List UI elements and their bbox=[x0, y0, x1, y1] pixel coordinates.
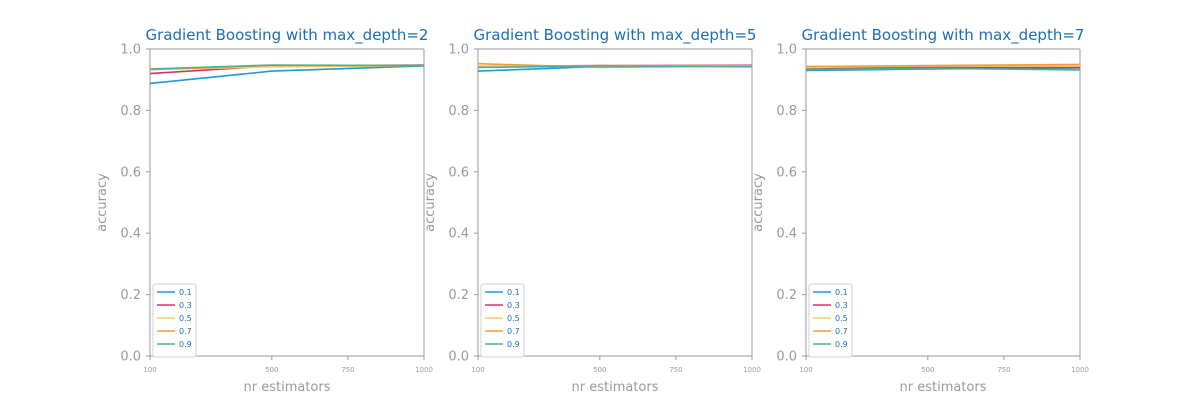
chart-title: Gradient Boosting with max_depth=5 bbox=[474, 26, 757, 45]
y-tick-label: 0.0 bbox=[120, 350, 141, 365]
y-tick-label: 0.8 bbox=[120, 104, 141, 119]
y-tick-label: 1.0 bbox=[448, 43, 469, 58]
x-tick-label: 100 bbox=[143, 366, 156, 374]
y-tick-label: 0.0 bbox=[448, 350, 469, 365]
legend-label: 0.7 bbox=[179, 327, 192, 336]
legend-label: 0.7 bbox=[835, 327, 848, 336]
legend-label: 0.3 bbox=[835, 301, 848, 310]
y-tick-label: 0.2 bbox=[448, 288, 469, 303]
series-line-0.3 bbox=[805, 66, 1080, 69]
x-tick-label: 500 bbox=[265, 366, 278, 374]
legend-label: 0.5 bbox=[835, 314, 848, 323]
y-tick-label: 0.6 bbox=[776, 165, 797, 180]
series-line-0.9 bbox=[477, 65, 753, 69]
x-tick-label: 1000 bbox=[743, 366, 761, 374]
legend-label: 0.5 bbox=[507, 314, 520, 323]
legend-label: 0.9 bbox=[835, 340, 848, 349]
legend: 0.1 0.3 0.5 0.7 0.9 bbox=[480, 283, 525, 358]
y-tick-label: 0.6 bbox=[448, 165, 469, 180]
y-axis-label: accuracy bbox=[751, 173, 766, 232]
x-tick-label: 500 bbox=[593, 366, 606, 374]
x-tick-label: 750 bbox=[669, 366, 682, 374]
y-tick-label: 1.0 bbox=[776, 43, 797, 58]
legend-label: 0.1 bbox=[507, 288, 520, 297]
y-tick-label: 0.4 bbox=[120, 227, 141, 242]
legend-box bbox=[480, 283, 525, 358]
legend: 0.1 0.3 0.5 0.7 0.9 bbox=[152, 283, 197, 358]
legend-box bbox=[808, 283, 853, 358]
y-tick-label: 0.0 bbox=[776, 350, 797, 365]
y-tick-label: 0.4 bbox=[776, 227, 797, 242]
legend: 0.1 0.3 0.5 0.7 0.9 bbox=[808, 283, 853, 358]
x-tick-label: 100 bbox=[799, 366, 812, 374]
x-tick-label: 1000 bbox=[1071, 366, 1089, 374]
x-tick-label: 1000 bbox=[415, 366, 433, 374]
legend-label: 0.9 bbox=[179, 340, 192, 349]
series-line-0.7 bbox=[805, 63, 1081, 68]
series-line-0.9 bbox=[149, 64, 425, 70]
legend-label: 0.9 bbox=[507, 340, 520, 349]
y-tick-label: 0.6 bbox=[120, 165, 141, 180]
x-tick-label: 750 bbox=[997, 366, 1010, 374]
series-line-0.9 bbox=[805, 67, 1081, 71]
y-tick-label: 0.4 bbox=[448, 227, 469, 242]
x-axis-label: nr estimators bbox=[244, 380, 331, 395]
legend-box bbox=[152, 283, 197, 358]
chart-panel-2: Gradient Boosting with max_depth=5 0.0 0.2… bbox=[423, 26, 761, 395]
legend-label: 0.7 bbox=[507, 327, 520, 336]
y-tick-label: 1.0 bbox=[120, 43, 141, 58]
legend-label: 0.5 bbox=[179, 314, 192, 323]
y-tick-label: 0.8 bbox=[448, 104, 469, 119]
legend-label: 0.1 bbox=[835, 288, 848, 297]
chart-title: Gradient Boosting with max_depth=2 bbox=[146, 26, 429, 45]
x-tick-label: 750 bbox=[341, 366, 354, 374]
x-tick-label: 500 bbox=[921, 366, 934, 374]
x-axis-label: nr estimators bbox=[900, 380, 987, 395]
legend-label: 0.3 bbox=[507, 301, 520, 310]
chart-title: Gradient Boosting with max_depth=7 bbox=[802, 26, 1085, 45]
chart-panel-1: Gradient Boosting with max_depth=2 0.0 0.2… bbox=[95, 26, 433, 395]
series-line-0.1 bbox=[149, 65, 425, 85]
legend-label: 0.1 bbox=[179, 288, 192, 297]
y-tick-label: 0.2 bbox=[776, 288, 797, 303]
y-tick-label: 0.2 bbox=[120, 288, 141, 303]
y-axis-label: accuracy bbox=[95, 173, 110, 232]
x-tick-label: 100 bbox=[471, 366, 484, 374]
legend-label: 0.3 bbox=[179, 301, 192, 310]
chart-panel-3: Gradient Boosting with max_depth=7 0.0 0.2… bbox=[751, 26, 1089, 395]
y-axis-label: accuracy bbox=[423, 173, 438, 232]
y-tick-label: 0.8 bbox=[776, 104, 797, 119]
x-axis-label: nr estimators bbox=[572, 380, 659, 395]
